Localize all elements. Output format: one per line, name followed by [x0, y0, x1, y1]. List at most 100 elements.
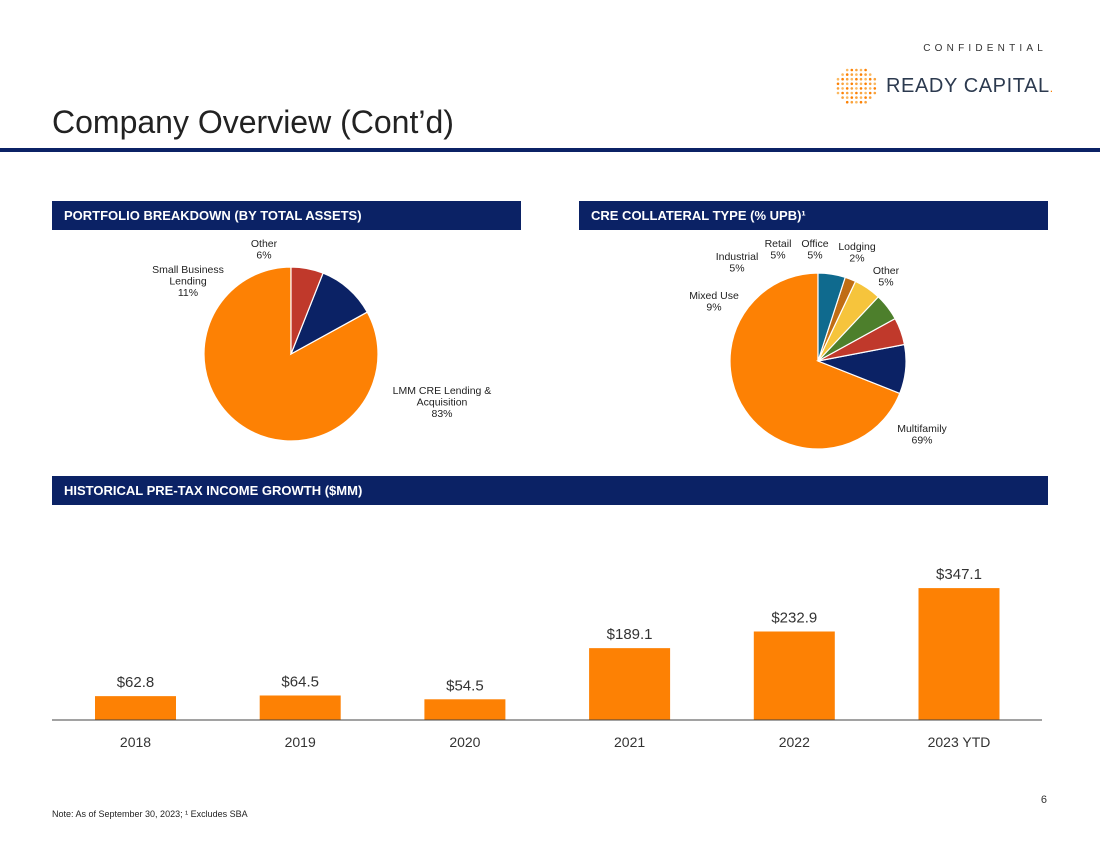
bar-value-label: $232.9 — [771, 609, 817, 626]
logo-dot — [850, 77, 854, 81]
pie-slice-other — [817, 272, 846, 362]
x-tick-label: 2020 — [449, 734, 480, 750]
logo-dot — [845, 82, 849, 86]
bar-2019 — [259, 695, 341, 720]
logo-dot — [836, 87, 840, 90]
bar-2018 — [95, 696, 176, 720]
confidential-label: CONFIDENTIAL — [923, 43, 1047, 54]
logo-dot — [859, 96, 863, 99]
logo-dot — [841, 77, 844, 81]
logo-dot — [855, 82, 858, 86]
pie-label-multifamily: Multifamily 69% — [897, 423, 947, 447]
logo-dot — [850, 91, 854, 95]
x-tick-label: 2023 YTD — [928, 734, 991, 750]
logo-dot — [864, 100, 867, 104]
logo-dot — [855, 73, 858, 76]
logo-dot — [845, 77, 849, 81]
logo-dot — [868, 73, 872, 76]
logo-dot — [864, 73, 867, 76]
logo-dot — [855, 87, 858, 90]
logo-dot — [859, 82, 863, 86]
logo-text: READY CAPITAL. — [886, 75, 1054, 97]
company-logo: READY CAPITAL. — [834, 66, 1054, 108]
logo-dot — [850, 73, 854, 76]
logo-dot — [845, 87, 849, 90]
page-title: Company Overview (Cont’d) — [52, 104, 454, 140]
pie-label-other: Other 6% — [251, 238, 278, 262]
logo-dot — [841, 96, 844, 99]
bar-value-label: $64.5 — [281, 673, 319, 690]
footnote: Note: As of September 30, 2023; ¹ Exclud… — [52, 809, 248, 819]
logo-dots-icon — [836, 68, 877, 104]
logo-dot — [841, 87, 844, 90]
logo-dot — [873, 77, 877, 81]
logo-dot — [859, 91, 863, 95]
logo-dot — [864, 91, 867, 95]
logo-dot — [855, 96, 858, 99]
logo-dot — [859, 77, 863, 81]
title-divider — [0, 148, 1100, 152]
bar-2021 — [589, 648, 671, 720]
logo-dot — [855, 100, 858, 104]
logo-dot — [836, 77, 840, 81]
bar-value-label: $347.1 — [936, 566, 982, 583]
pie-slice-multifamily — [729, 272, 901, 450]
section-collateral-header: CRE COLLATERAL TYPE (% UPB)¹ — [579, 201, 1048, 230]
pie-label-other: Other 5% — [873, 265, 900, 289]
logo-dot — [864, 87, 867, 90]
logo-dot — [850, 100, 854, 104]
bar-value-label: $54.5 — [446, 677, 484, 694]
logo-dot — [841, 73, 844, 76]
logo-dot — [873, 82, 877, 86]
logo-dot — [868, 77, 872, 81]
logo-dot — [859, 73, 863, 76]
logo-dot — [836, 91, 840, 95]
logo-dot — [873, 87, 877, 90]
logo-dot — [850, 87, 854, 90]
income-bar-chart: $62.8 2018 $64.5 2019 $54.5 2020 $189.1 2021 $23… — [52, 566, 1042, 750]
pie-label-small-business-lending: Small Business Lending 11% — [152, 264, 224, 299]
logo-dot — [855, 91, 858, 95]
logo-dot — [864, 96, 867, 99]
logo-dot — [868, 96, 872, 99]
logo-dot — [859, 100, 863, 104]
x-tick-label: 2021 — [614, 734, 645, 750]
section-portfolio-header: PORTFOLIO BREAKDOWN (BY TOTAL ASSETS) — [52, 201, 521, 230]
logo-dot — [850, 68, 854, 72]
logo-dot — [855, 68, 858, 72]
bar-value-label: $189.1 — [607, 626, 653, 643]
portfolio-pie-chart: LMM CRE Lending & Acquisition 83% Small Bus… — [152, 238, 492, 442]
pie-label-lmm-cre-lending-acquisition: LMM CRE Lending & Acquisition 83% — [393, 385, 492, 420]
logo-dot — [845, 68, 849, 72]
logo-dot — [850, 82, 854, 86]
logo-dot — [864, 68, 867, 72]
logo-dot — [868, 91, 872, 95]
bar-2023-ytd — [918, 588, 1000, 720]
bar-2022 — [753, 631, 835, 720]
logo-dot — [859, 87, 863, 90]
logo-dot — [841, 82, 844, 86]
pie-label-mixed-use: Mixed Use 9% — [689, 290, 739, 314]
bar-2020 — [424, 699, 506, 720]
x-tick-label: 2022 — [779, 734, 810, 750]
logo-dot — [845, 73, 849, 76]
collateral-pie-chart: Multifamily 69% Mixed Use 9% Industrial 5%Ret… — [689, 238, 948, 450]
logo-dot — [850, 96, 854, 99]
pie-slice-other — [290, 266, 324, 355]
pie-label-office: Office 5% — [801, 238, 828, 262]
logo-dot — [845, 100, 849, 104]
pie-label-lodging: Lodging 2% — [838, 241, 876, 265]
logo-dot — [845, 96, 849, 99]
logo-dot — [864, 82, 867, 86]
section-income-header: HISTORICAL PRE-TAX INCOME GROWTH ($MM) — [52, 476, 1048, 505]
pie-label-industrial: Industrial 5% — [716, 251, 759, 275]
x-tick-label: 2019 — [285, 734, 316, 750]
logo-dot — [859, 68, 863, 72]
logo-dot — [868, 82, 872, 86]
logo-dot — [864, 77, 867, 81]
logo-dot — [873, 91, 877, 95]
bar-value-label: $62.8 — [117, 674, 155, 691]
logo-dot — [836, 82, 840, 86]
logo-dot — [841, 91, 844, 95]
logo-dot — [868, 87, 872, 90]
